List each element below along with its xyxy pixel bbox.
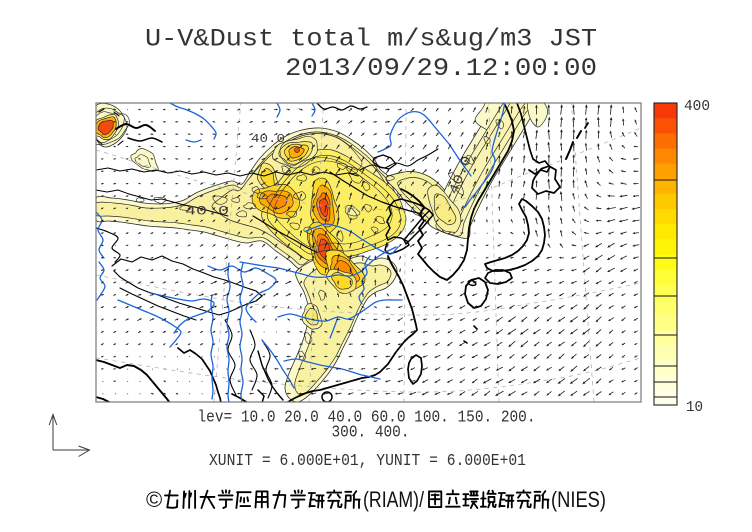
svg-text:2013/09/29.12:00:00: 2013/09/29.12:00:00	[285, 54, 597, 83]
svg-text:10: 10	[686, 400, 703, 416]
svg-text:XUNIT = 6.000E+01, YUNIT = 6.0: XUNIT = 6.000E+01, YUNIT = 6.000E+01	[209, 451, 526, 470]
svg-text:lev= 10.0 20.0 40.0 60.0 100.: lev= 10.0 20.0 40.0 60.0 100. 150. 200.	[198, 408, 536, 427]
svg-text:300. 400.: 300. 400.	[332, 423, 410, 442]
svg-text:40.0: 40.0	[185, 204, 229, 219]
svg-text:400: 400	[684, 99, 710, 115]
svg-text:(NIES): (NIES)	[551, 487, 606, 512]
svg-text:40.0: 40.0	[251, 132, 285, 146]
svg-text:©: ©	[146, 487, 162, 512]
svg-text:U-V&Dust total m/s&ug/m3 JST: U-V&Dust total m/s&ug/m3 JST	[145, 25, 597, 54]
svg-text:(RIAM)/: (RIAM)/	[363, 487, 425, 512]
